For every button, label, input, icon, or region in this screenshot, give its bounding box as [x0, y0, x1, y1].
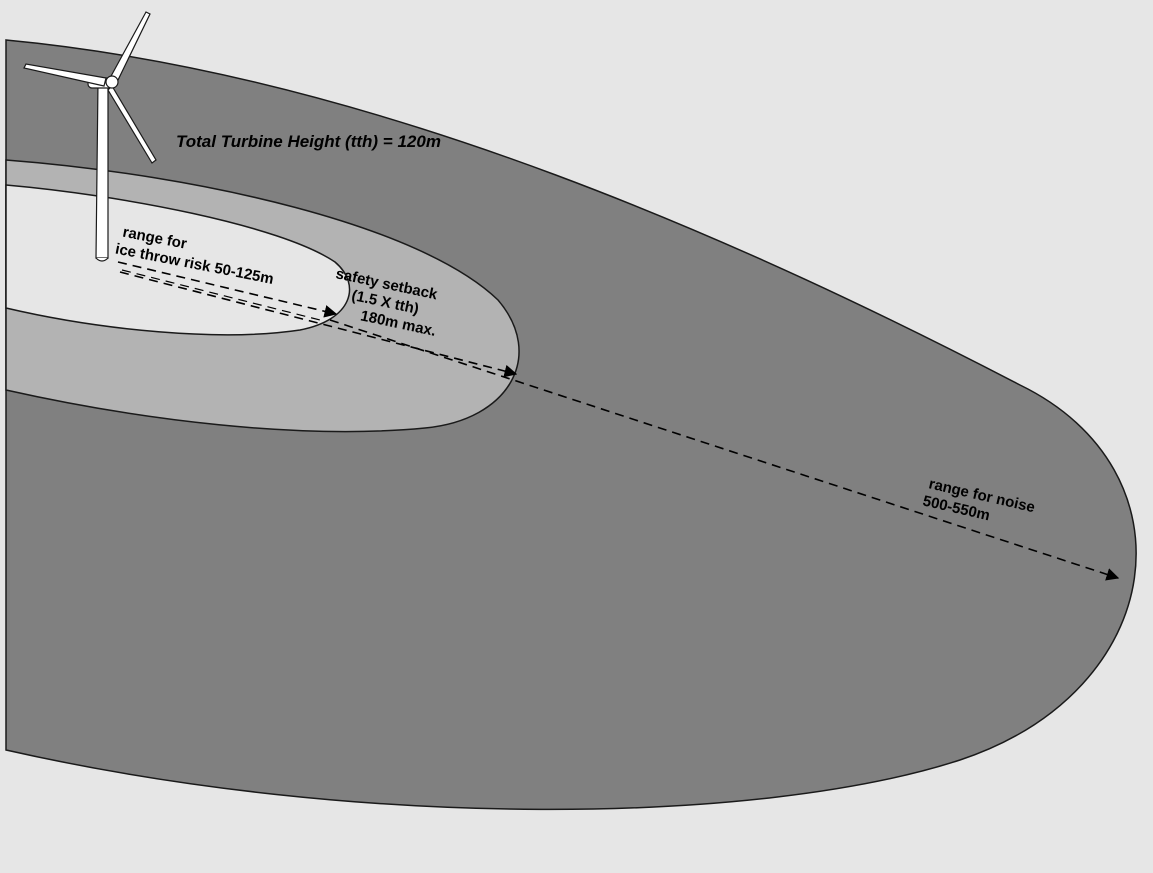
- ice-throw-arrow-guide: [121, 269, 321, 321]
- turbine-blade-left: [23, 63, 107, 87]
- noise-zone: [5, 39, 1137, 811]
- ice-throw-arrow: [117, 261, 338, 318]
- wind-turbine-icon: [23, 11, 157, 262]
- diagram-title: Total Turbine Height (tth) = 120m: [176, 132, 441, 151]
- safety-setback-arrow: [119, 271, 518, 378]
- turbine-blade-down: [107, 85, 157, 164]
- noise-range-arrow: [329, 319, 1120, 581]
- ice-throw-zone: [5, 184, 351, 336]
- turbine-base: [95, 257, 109, 262]
- turbine-hub: [105, 75, 119, 89]
- turbine-tower: [95, 81, 109, 259]
